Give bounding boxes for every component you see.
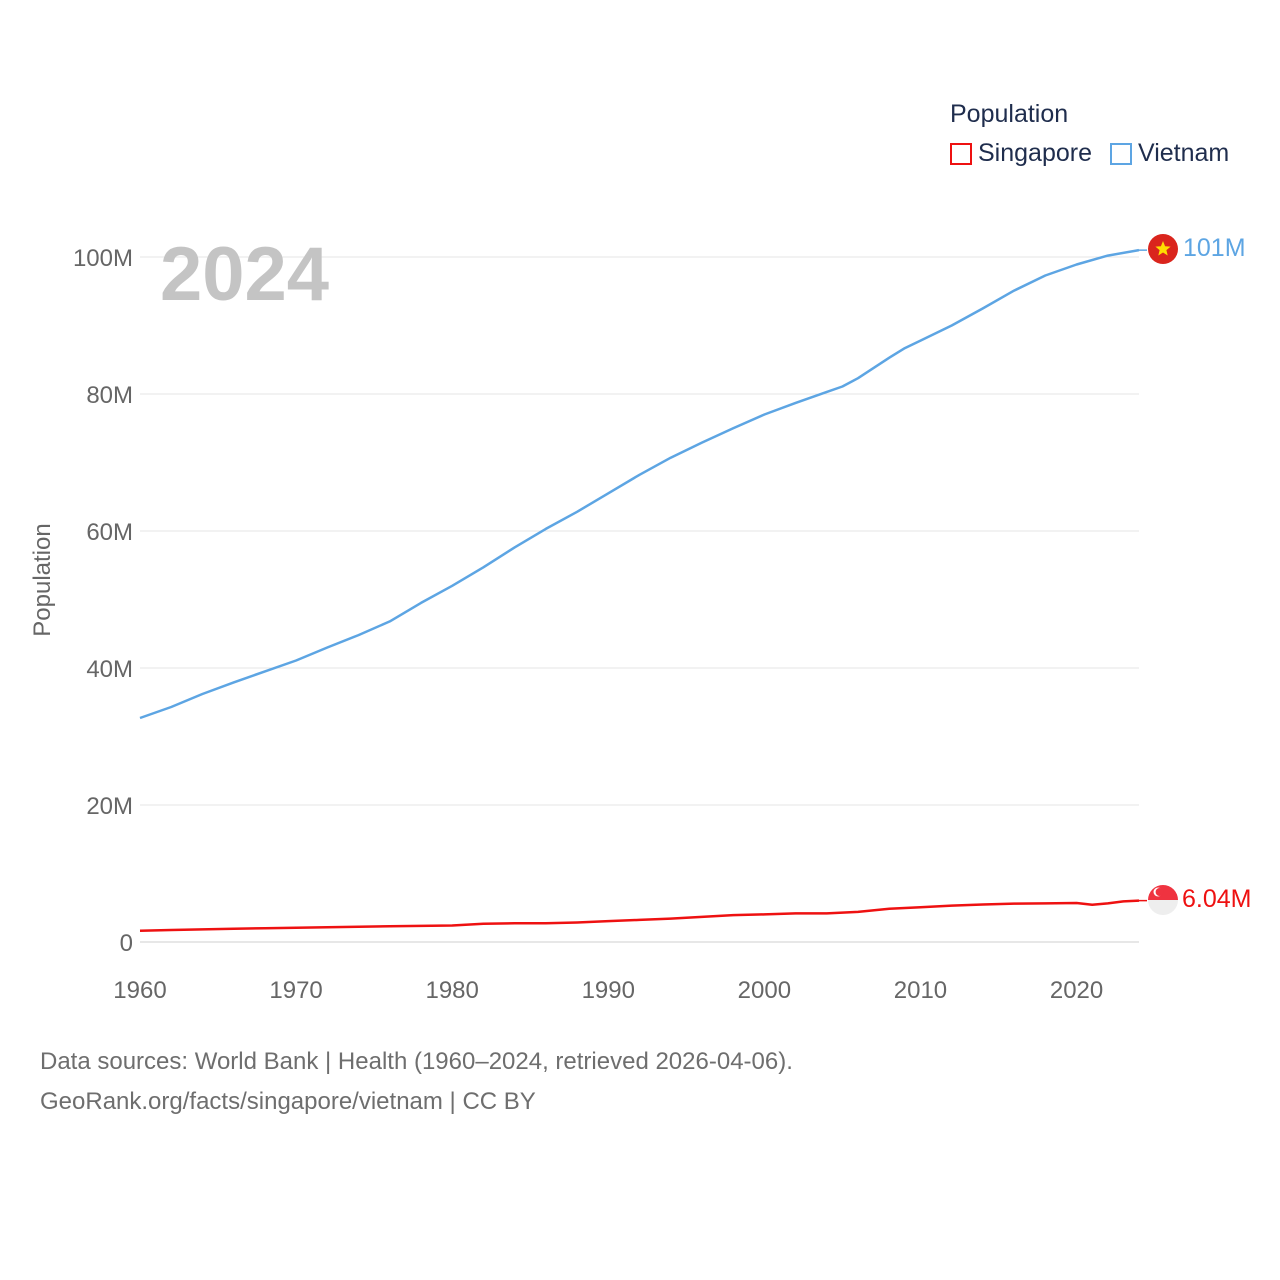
singapore-end-label: 6.04M <box>1182 885 1251 913</box>
footer: Data sources: World Bank | Health (1960–… <box>40 1042 793 1122</box>
x-axis-ticks: 1960 1970 1980 1990 2000 2010 2020 <box>113 977 1103 1004</box>
vietnam-end-label: 101M <box>1183 234 1246 262</box>
y-tick-label: 80M <box>86 382 133 409</box>
y-tick-label: 0 <box>120 930 133 957</box>
legend-title: Population <box>950 100 1069 128</box>
singapore-flag-icon <box>1148 885 1178 915</box>
year-label: 2024 <box>160 232 329 317</box>
x-tick-label: 1990 <box>582 977 635 1004</box>
y-axis-title: Population <box>29 523 56 636</box>
data-source-text: Data sources: World Bank | Health (1960–… <box>40 1048 793 1075</box>
legend: Population Singapore Vietnam <box>950 100 1229 168</box>
series-line-singapore <box>139 899 1140 932</box>
vietnam-flag-icon <box>1148 234 1178 264</box>
x-tick-label: 1970 <box>269 977 322 1004</box>
y-tick-label: 100M <box>73 245 133 272</box>
x-tick-label: 1980 <box>425 977 478 1004</box>
y-tick-label: 40M <box>86 656 133 683</box>
y-tick-label: 20M <box>86 793 133 820</box>
y-tick-label: 60M <box>86 519 133 546</box>
source-url-text: GeoRank.org/facts/singapore/vietnam | CC… <box>40 1088 536 1115</box>
legend-item-vietnam[interactable]: Vietnam <box>1109 139 1230 168</box>
singapore-swatch-icon <box>950 142 972 165</box>
legend-label-singapore: Singapore <box>978 139 1092 167</box>
x-tick-label: 2020 <box>1050 977 1103 1004</box>
gridlines <box>140 256 1139 943</box>
legend-label-vietnam: Vietnam <box>1137 139 1230 167</box>
x-tick-label: 2000 <box>738 977 791 1004</box>
series-line-vietnam <box>139 248 1140 720</box>
vietnam-swatch-icon <box>1109 142 1132 165</box>
series-lines <box>139 248 1147 932</box>
y-axis-ticks: 0 20M 40M 60M 80M 100M <box>73 245 133 957</box>
legend-item-singapore[interactable]: Singapore <box>950 139 1092 168</box>
x-tick-label: 2010 <box>894 977 947 1004</box>
x-tick-label: 1960 <box>113 977 166 1004</box>
